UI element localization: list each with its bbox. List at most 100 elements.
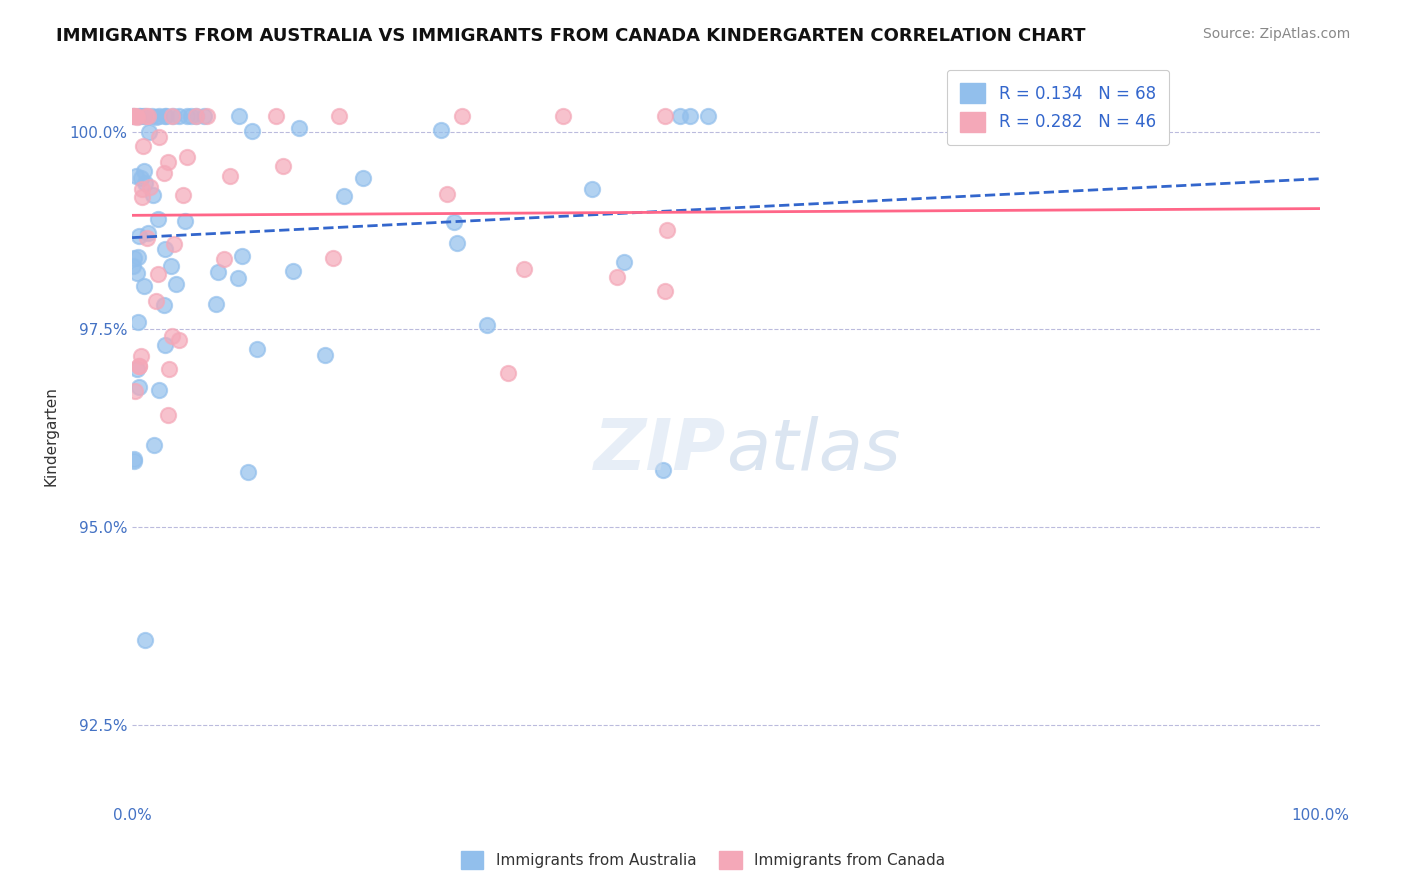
Point [153, 242, 176, 256]
Point [314, 348, 336, 362]
Point [176, 109, 198, 123]
Point [184, 109, 207, 123]
Text: atlas: atlas [725, 417, 901, 485]
Text: Source: ZipAtlas.com: Source: ZipAtlas.com [1202, 27, 1350, 41]
Point [129, 170, 152, 185]
Y-axis label: Kindergarten: Kindergarten [44, 386, 58, 486]
Point [655, 223, 678, 237]
Point [219, 169, 242, 183]
Point [173, 214, 195, 228]
Point [145, 294, 167, 309]
Point [132, 139, 155, 153]
Point [176, 150, 198, 164]
Point [679, 109, 702, 123]
Point [138, 226, 160, 240]
Point [333, 189, 356, 203]
Point [148, 130, 170, 145]
Point [652, 463, 675, 477]
Point [146, 267, 169, 281]
Point [475, 318, 498, 333]
Point [155, 109, 177, 123]
Point [238, 465, 260, 479]
Point [606, 270, 628, 285]
Point [124, 384, 146, 398]
Point [127, 362, 149, 376]
Point [228, 109, 250, 123]
Point [155, 337, 177, 351]
Point [226, 271, 249, 285]
Point [134, 164, 156, 178]
Point [159, 259, 181, 273]
Point [122, 259, 145, 273]
Point [125, 109, 148, 123]
Point [172, 188, 194, 202]
Point [153, 166, 176, 180]
Point [157, 362, 180, 376]
Point [283, 264, 305, 278]
Point [156, 408, 179, 422]
Point [136, 231, 159, 245]
Point [654, 109, 676, 123]
Point [581, 182, 603, 196]
Point [146, 212, 169, 227]
Point [180, 109, 202, 123]
Point [125, 266, 148, 280]
Point [264, 109, 287, 123]
Point [135, 109, 157, 123]
Point [138, 109, 160, 123]
Point [207, 264, 229, 278]
Text: ZIP: ZIP [593, 417, 725, 485]
Point [654, 284, 676, 298]
Point [128, 229, 150, 244]
Point [122, 454, 145, 468]
Point [240, 124, 263, 138]
Point [131, 190, 153, 204]
Point [148, 109, 170, 123]
Text: IMMIGRANTS FROM AUSTRALIA VS IMMIGRANTS FROM CANADA KINDERGARTEN CORRELATION CHA: IMMIGRANTS FROM AUSTRALIA VS IMMIGRANTS … [56, 27, 1085, 45]
Point [127, 110, 149, 124]
Point [204, 297, 226, 311]
Point [165, 277, 187, 291]
Point [195, 109, 218, 123]
Point [132, 109, 155, 123]
Point [134, 109, 156, 123]
Point [131, 182, 153, 196]
Point [128, 359, 150, 373]
Legend: Immigrants from Australia, Immigrants from Canada: Immigrants from Australia, Immigrants fr… [454, 845, 952, 875]
Point [167, 333, 190, 347]
Point [160, 329, 183, 343]
Point [142, 188, 165, 202]
Point [122, 109, 145, 123]
Point [128, 380, 150, 394]
Point [513, 262, 536, 277]
Point [430, 122, 453, 136]
Point [288, 121, 311, 136]
Point [127, 315, 149, 329]
Point [148, 383, 170, 397]
Point [167, 109, 190, 123]
Point [129, 349, 152, 363]
Point [450, 109, 472, 123]
Point [128, 109, 150, 123]
Point [134, 279, 156, 293]
Point [163, 237, 186, 252]
Point [153, 109, 176, 123]
Point [322, 251, 344, 265]
Point [273, 159, 295, 173]
Point [193, 109, 215, 123]
Point [668, 109, 690, 123]
Point [134, 177, 156, 191]
Point [129, 109, 152, 123]
Point [142, 438, 165, 452]
Point [553, 109, 575, 123]
Point [138, 180, 160, 194]
Point [127, 250, 149, 264]
Point [128, 359, 150, 374]
Point [162, 109, 184, 123]
Point [122, 109, 145, 123]
Point [443, 215, 465, 229]
Point [186, 109, 208, 123]
Point [156, 155, 179, 169]
Point [153, 298, 176, 312]
Point [436, 186, 458, 201]
